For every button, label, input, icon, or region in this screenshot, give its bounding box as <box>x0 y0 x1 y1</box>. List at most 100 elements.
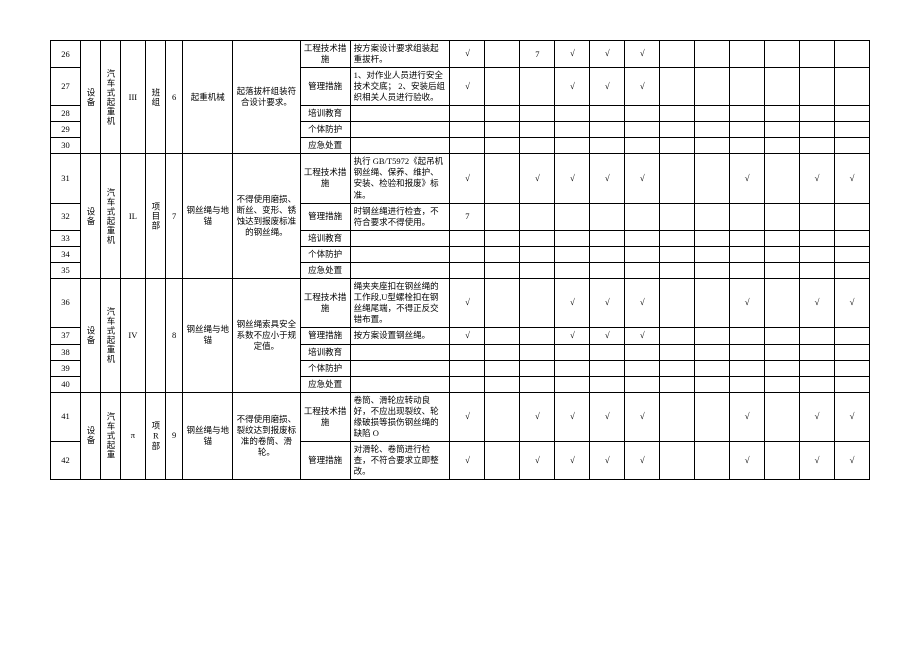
cell-chk: √ <box>625 327 660 344</box>
cell-chk: √ <box>590 154 625 203</box>
cell-chk: √ <box>555 68 590 106</box>
cell-meas: 管理措施 <box>300 68 350 106</box>
cell-dev: 设备 <box>80 392 100 479</box>
cell-num: 41 <box>51 392 81 441</box>
cell-name: 汽车式起重机 <box>100 41 120 154</box>
table-row: 31 设备 汽车式起重机 IL 项目部 7 钢丝绳与地锚 不得使用磨损、断丝、变… <box>51 154 870 203</box>
cell-meas: 个体防护 <box>300 246 350 262</box>
cell-desc: 按方案设计要求组装起重拔杆。 <box>350 41 450 68</box>
cell-req: 不得使用磨损、裂纹达到报废标准的卷筒、滑轮。 <box>233 392 300 479</box>
cell-chk: √ <box>450 327 485 344</box>
cell-chk: √ <box>799 392 834 441</box>
safety-table: 26 设备 汽车式起重机 III 班组 6 起重机械 起落拔杆组装符合设计要求。… <box>50 40 870 480</box>
cell-chk: √ <box>625 154 660 203</box>
cell-mech: 钢丝绳与地锚 <box>183 278 233 392</box>
cell-num: 33 <box>51 230 81 246</box>
cell-meas: 培训教育 <box>300 230 350 246</box>
cell-meas: 管理措施 <box>300 327 350 344</box>
cell-num: 36 <box>51 278 81 327</box>
cell-chk: √ <box>590 68 625 106</box>
cell-lvl: π <box>120 392 145 479</box>
cell-num: 38 <box>51 344 81 360</box>
table-row: 26 设备 汽车式起重机 III 班组 6 起重机械 起落拔杆组装符合设计要求。… <box>51 41 870 68</box>
cell-num: 35 <box>51 262 81 278</box>
cell-name: 汽车式起重机 <box>100 154 120 278</box>
cell-chk: √ <box>555 278 590 327</box>
cell-meas: 工程技术措施 <box>300 392 350 441</box>
cell-chk: √ <box>590 442 625 480</box>
cell-chk: √ <box>520 154 555 203</box>
cell-mid: 8 <box>165 278 182 392</box>
cell-num: 32 <box>51 203 81 230</box>
cell-meas: 管理措施 <box>300 203 350 230</box>
cell-name: 汽车式起重机 <box>100 278 120 392</box>
cell-chk: √ <box>450 154 485 203</box>
cell-chk: √ <box>590 41 625 68</box>
cell-num: 26 <box>51 41 81 68</box>
cell-chk: √ <box>450 41 485 68</box>
cell-chk: √ <box>450 392 485 441</box>
cell-chk: 7 <box>520 41 555 68</box>
cell-grp: 项R部 <box>145 392 165 479</box>
cell-mid: 6 <box>165 41 182 154</box>
cell-chk: √ <box>625 41 660 68</box>
cell-num: 31 <box>51 154 81 203</box>
cell-lvl: IV <box>120 278 145 392</box>
cell-chk: √ <box>555 442 590 480</box>
cell-grp: 项目部 <box>145 154 165 278</box>
cell-mech: 钢丝绳与地锚 <box>183 154 233 278</box>
cell-lvl: III <box>120 41 145 154</box>
cell-chk: √ <box>730 154 765 203</box>
cell-desc: 1、对作业人员进行安全技术交底； 2、安装后组织相关人员进行验收。 <box>350 68 450 106</box>
cell-req: 钢丝绳索具安全系数不应小于规定值。 <box>233 278 300 392</box>
cell-meas: 应急处置 <box>300 376 350 392</box>
cell-dev: 设备 <box>80 154 100 278</box>
cell-meas: 工程技术措施 <box>300 278 350 327</box>
cell-req: 起落拔杆组装符合设计要求。 <box>233 41 300 154</box>
cell-req: 不得使用磨损、断丝、变形、锈蚀达到报废标准的钢丝绳。 <box>233 154 300 278</box>
cell-chk: √ <box>834 442 869 480</box>
cell-num: 39 <box>51 360 81 376</box>
cell-lvl: IL <box>120 154 145 278</box>
cell-num: 30 <box>51 138 81 154</box>
cell-desc: 绳夹夹座扣在钢丝绳的工作段,U型螺栓扣在钢丝绳尾端，不得正反交错布置。 <box>350 278 450 327</box>
cell-chk: √ <box>625 442 660 480</box>
cell-desc: 时钢丝绳进行检查，不符合要求不得使用。 <box>350 203 450 230</box>
cell-chk: √ <box>450 442 485 480</box>
cell-chk: √ <box>555 154 590 203</box>
cell-chk: √ <box>590 327 625 344</box>
cell-desc: 执行 GB/T5972《起吊机钢丝绳、保养、维护、安装、检验和报废》标准。 <box>350 154 450 203</box>
cell-chk: √ <box>834 392 869 441</box>
cell-num: 29 <box>51 122 81 138</box>
cell-meas: 应急处置 <box>300 138 350 154</box>
cell-chk: √ <box>555 327 590 344</box>
cell-meas: 培训教育 <box>300 106 350 122</box>
cell-chk: √ <box>450 68 485 106</box>
cell-mid: 7 <box>165 154 182 278</box>
cell-meas: 个体防护 <box>300 122 350 138</box>
cell-num: 28 <box>51 106 81 122</box>
cell-meas: 培训教育 <box>300 344 350 360</box>
cell-desc: 按方案设置钢丝绳。 <box>350 327 450 344</box>
table-row: 41 设备 汽车式起重 π 项R部 9 钢丝绳与地锚 不得使用磨损、裂纹达到报废… <box>51 392 870 441</box>
cell-chk: √ <box>555 41 590 68</box>
cell-chk: √ <box>730 392 765 441</box>
table-row: 36 设备 汽车式起重机 IV 8 钢丝绳与地锚 钢丝绳索具安全系数不应小于规定… <box>51 278 870 327</box>
cell-mid: 9 <box>165 392 182 479</box>
cell-meas: 管理措施 <box>300 442 350 480</box>
cell-grp <box>145 278 165 392</box>
cell-num: 40 <box>51 376 81 392</box>
cell-mech: 起重机械 <box>183 41 233 154</box>
cell-chk: √ <box>625 278 660 327</box>
cell-meas: 工程技术措施 <box>300 154 350 203</box>
cell-desc: 卷筒、滑轮应转动良好，不应出现裂纹、轮缘破损等损伤钢丝绳的缺陷 O <box>350 392 450 441</box>
cell-mech: 钢丝绳与地锚 <box>183 392 233 479</box>
cell-meas: 个体防护 <box>300 360 350 376</box>
cell-num: 37 <box>51 327 81 344</box>
cell-chk: 7 <box>450 203 485 230</box>
cell-dev: 设备 <box>80 41 100 154</box>
cell-chk: √ <box>799 278 834 327</box>
cell-dev: 设备 <box>80 278 100 392</box>
cell-chk: √ <box>834 154 869 203</box>
cell-chk: √ <box>799 442 834 480</box>
